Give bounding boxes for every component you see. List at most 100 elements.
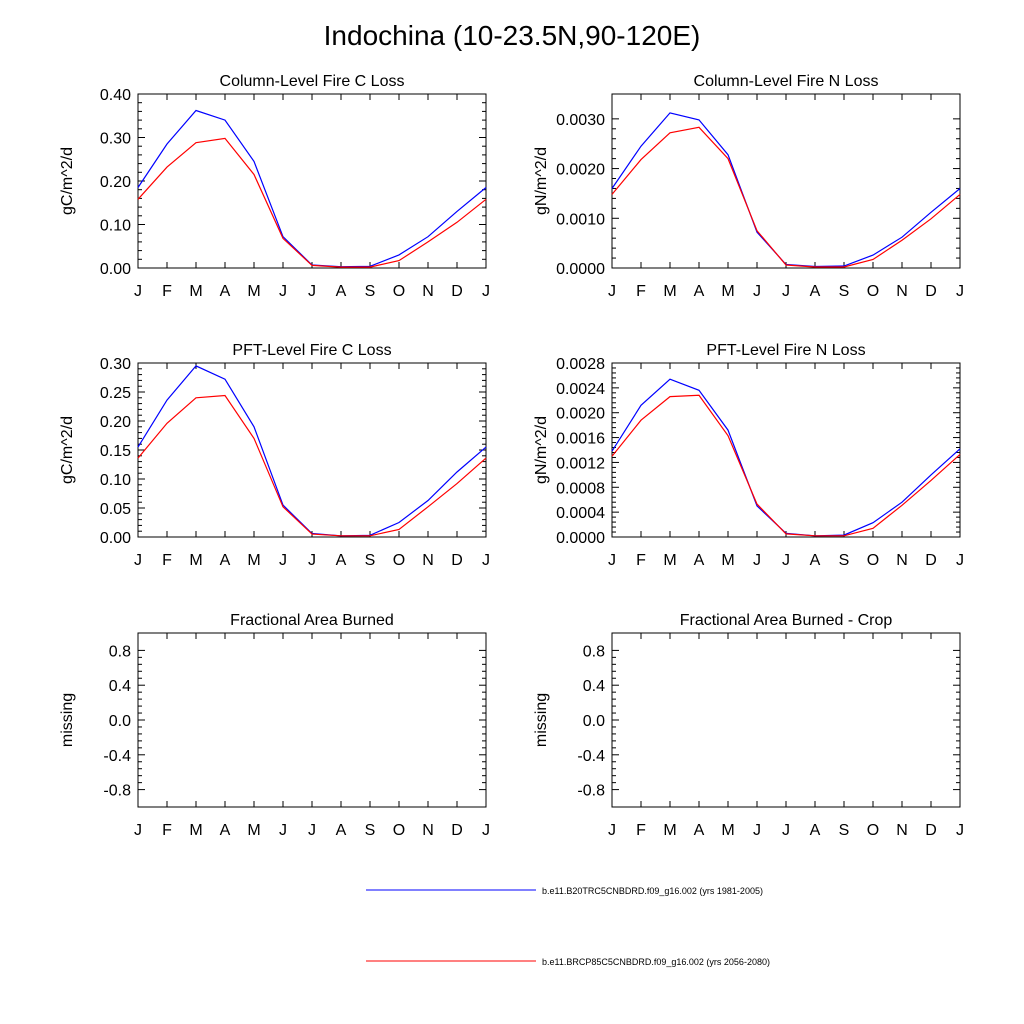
x-tick-label: A — [810, 552, 821, 569]
plot-frame — [611, 362, 961, 538]
x-tick-label: J — [279, 822, 287, 839]
legend-label-1: b.e11.B20TRC5CNBDRD.f09_g16.002 (yrs 198… — [542, 886, 763, 896]
x-tick-label: M — [247, 822, 260, 839]
x-tick-label: A — [694, 822, 705, 839]
y-axis-label: gC/m^2/d — [59, 147, 76, 215]
y-tick-label: -0.8 — [577, 783, 605, 800]
y-axis-label: gN/m^2/d — [533, 416, 550, 484]
series-line-1 — [137, 365, 487, 537]
chart-title: Column-Level Fire N Loss — [694, 73, 879, 90]
y-tick-label: 0.25 — [100, 385, 131, 402]
y-tick-label: 0.8 — [109, 643, 131, 660]
x-tick-label: M — [189, 283, 202, 300]
chart-title: Column-Level Fire C Loss — [220, 73, 405, 90]
y-tick-label: 0.0 — [583, 713, 605, 730]
x-tick-label: J — [782, 283, 790, 300]
x-tick-label: D — [451, 552, 463, 569]
plot-frame — [611, 632, 961, 808]
y-tick-label: -0.4 — [577, 748, 605, 765]
y-tick-label: -0.8 — [103, 783, 131, 800]
x-tick-label: S — [365, 552, 376, 569]
x-tick-label: J — [134, 552, 142, 569]
series-line-2 — [137, 394, 487, 537]
legend: b.e11.B20TRC5CNBDRD.f09_g16.002 (yrs 198… — [366, 886, 770, 967]
x-tick-label: S — [839, 283, 850, 300]
x-tick-label: O — [867, 822, 879, 839]
y-axis-label: gN/m^2/d — [533, 147, 550, 215]
x-tick-label: J — [279, 283, 287, 300]
y-tick-label: 0.10 — [100, 472, 131, 489]
x-tick-label: J — [279, 552, 287, 569]
x-tick-label: D — [451, 283, 463, 300]
y-tick-label: 0.15 — [100, 443, 131, 460]
x-tick-label: M — [721, 822, 734, 839]
y-tick-label: 0.10 — [100, 218, 131, 235]
x-tick-label: J — [482, 283, 490, 300]
x-tick-label: M — [721, 283, 734, 300]
x-tick-label: O — [393, 552, 405, 569]
y-tick-label: 0.30 — [100, 131, 131, 148]
x-tick-label: J — [956, 283, 964, 300]
x-tick-label: J — [308, 822, 316, 839]
figure-title: Indochina (10-23.5N,90-120E) — [323, 20, 701, 51]
x-tick-label: N — [422, 552, 434, 569]
plot-frame — [137, 362, 487, 538]
y-tick-label: 0.05 — [100, 501, 131, 518]
x-tick-label: D — [925, 822, 937, 839]
x-tick-label: J — [482, 822, 490, 839]
x-tick-label: M — [247, 283, 260, 300]
x-tick-label: F — [636, 552, 646, 569]
y-tick-label: 0.30 — [100, 356, 131, 373]
chart-title: Fractional Area Burned — [230, 612, 394, 629]
x-tick-label: O — [867, 283, 879, 300]
y-tick-label: 0.0020 — [556, 162, 605, 179]
x-tick-label: F — [636, 822, 646, 839]
x-tick-label: J — [608, 552, 616, 569]
x-tick-label: O — [393, 283, 405, 300]
y-tick-label: 0.0010 — [556, 211, 605, 228]
x-tick-label: S — [365, 283, 376, 300]
y-tick-label: 0.0020 — [556, 406, 605, 423]
series-line-2 — [611, 126, 961, 268]
x-tick-label: F — [162, 283, 172, 300]
y-tick-label: 0.40 — [100, 87, 131, 104]
x-tick-label: A — [220, 283, 231, 300]
x-tick-label: J — [956, 822, 964, 839]
x-tick-label: M — [189, 822, 202, 839]
chart-title: PFT-Level Fire N Loss — [706, 342, 865, 359]
x-tick-label: A — [694, 283, 705, 300]
x-tick-label: J — [134, 283, 142, 300]
y-tick-label: 0.0030 — [556, 112, 605, 129]
series-line-1 — [137, 109, 487, 268]
plot-frame — [137, 93, 487, 269]
y-tick-label: 0.0028 — [556, 356, 605, 373]
x-tick-label: J — [753, 552, 761, 569]
y-tick-label: 0.0016 — [556, 431, 605, 448]
x-tick-label: J — [782, 552, 790, 569]
chart-title: PFT-Level Fire C Loss — [232, 342, 391, 359]
y-tick-label: 0.20 — [100, 414, 131, 431]
x-tick-label: A — [336, 552, 347, 569]
x-tick-label: A — [220, 822, 231, 839]
x-tick-label: F — [636, 283, 646, 300]
series-line-1 — [611, 378, 961, 537]
x-tick-label: M — [663, 283, 676, 300]
y-tick-label: 0.0 — [109, 713, 131, 730]
x-tick-label: M — [663, 822, 676, 839]
y-tick-label: 0.20 — [100, 174, 131, 191]
y-tick-label: 0.0008 — [556, 480, 605, 497]
x-tick-label: N — [896, 552, 908, 569]
x-tick-label: M — [189, 552, 202, 569]
y-tick-label: -0.4 — [103, 748, 131, 765]
x-tick-label: O — [393, 822, 405, 839]
x-tick-label: D — [451, 822, 463, 839]
x-tick-label: A — [810, 822, 821, 839]
series-line-2 — [611, 394, 961, 537]
x-tick-label: J — [753, 822, 761, 839]
chart-title: Fractional Area Burned - Crop — [680, 612, 893, 629]
